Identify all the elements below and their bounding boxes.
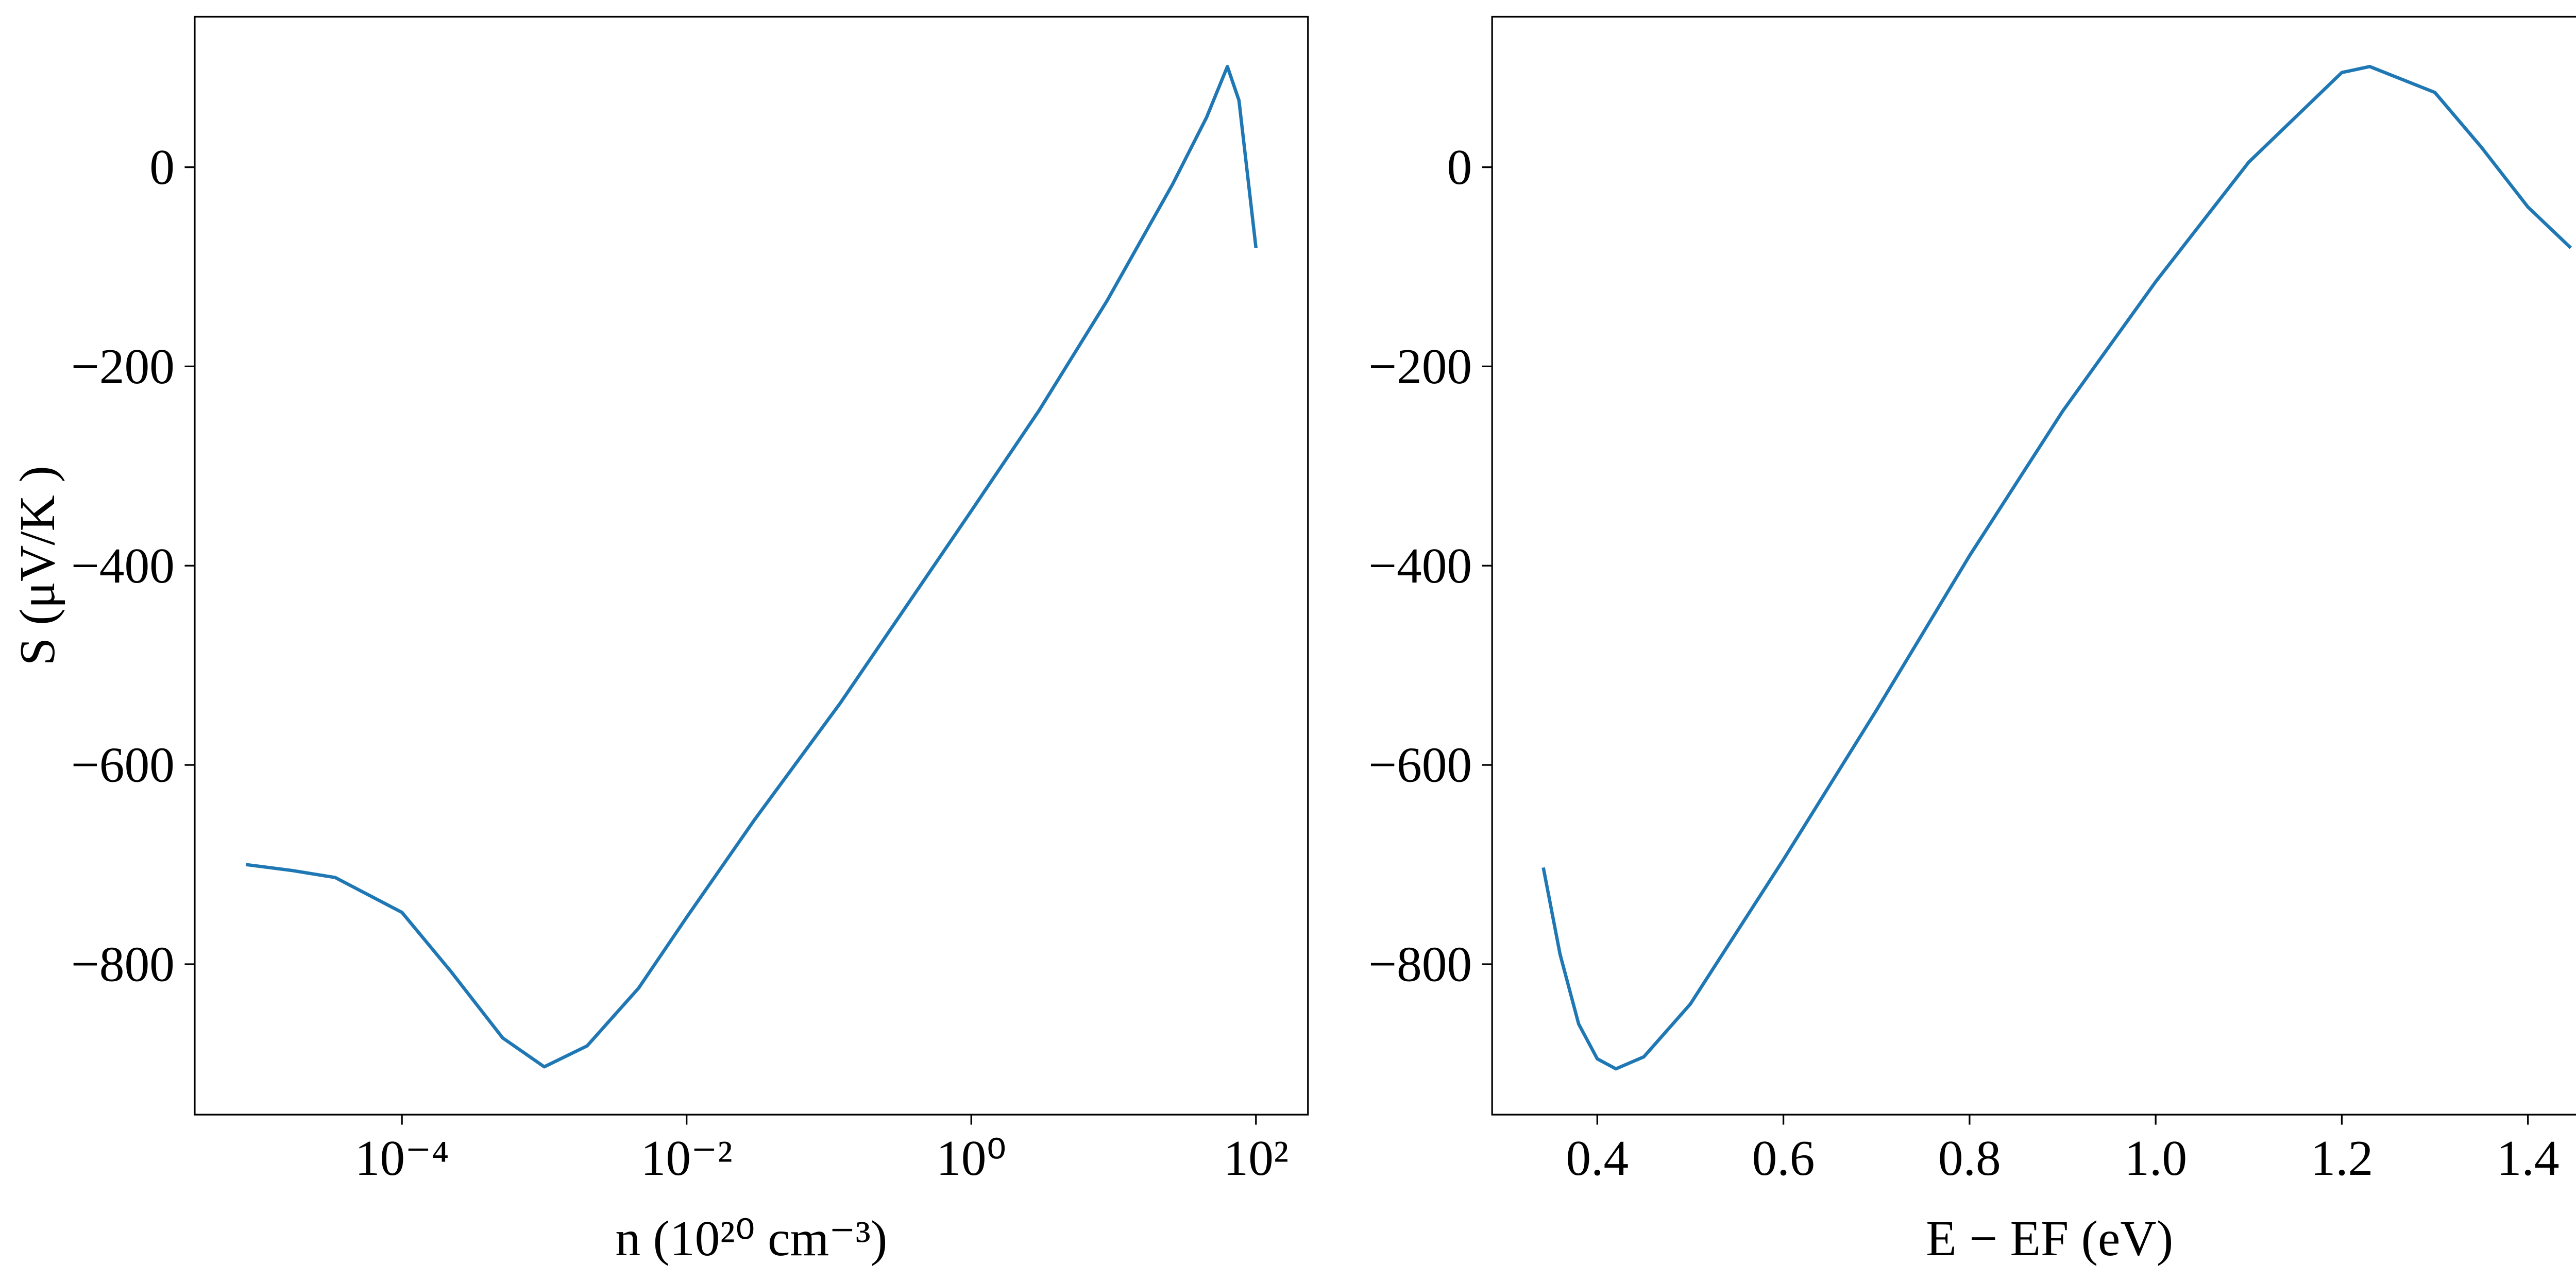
x-tick-label: 10⁰: [936, 1131, 1007, 1186]
x-tick-label: 1.4: [2497, 1131, 2560, 1186]
x-axis-label: E − EF (eV): [1926, 1211, 2173, 1267]
y-tick-label: −400: [71, 538, 175, 594]
x-axis-label: n (10²⁰ cm⁻³): [615, 1211, 887, 1267]
data-line: [1541, 64, 2572, 1071]
x-tick-label: 1.0: [2124, 1131, 2187, 1186]
y-tick-label: −600: [71, 738, 175, 793]
x-tick-label: 0.4: [1566, 1131, 1629, 1186]
x-tick-label: 0.6: [1752, 1131, 1815, 1186]
y-tick-label: −200: [1368, 339, 1472, 395]
y-tick-label: −400: [1368, 538, 1472, 594]
y-tick-label: 0: [149, 140, 175, 195]
data-line: [245, 64, 1258, 1069]
y-axis-label: S (μV/K ): [10, 466, 65, 665]
y-tick-label: −600: [1368, 738, 1472, 793]
x-tick-label: 10⁻⁴: [355, 1131, 449, 1186]
y-tick-label: −800: [1368, 936, 1472, 992]
plot-frame: [194, 15, 1309, 1116]
x-tick-label: 10⁻²: [641, 1131, 733, 1186]
x-tick-label: 10²: [1223, 1131, 1289, 1186]
y-tick-label: 0: [1447, 140, 1472, 195]
y-tick-label: −800: [71, 936, 175, 992]
x-tick-label: 1.2: [2311, 1131, 2374, 1186]
x-tick-label: 0.8: [1938, 1131, 2001, 1186]
y-tick-label: −200: [71, 339, 175, 395]
plot-frame: [1491, 15, 2576, 1116]
